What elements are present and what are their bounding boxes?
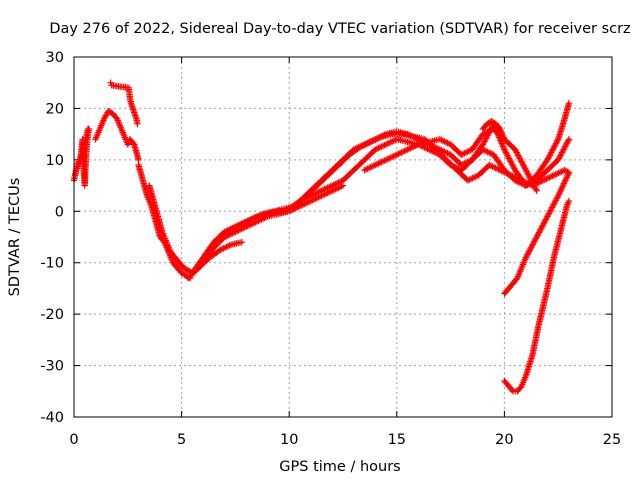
x-tick-label: 0 [69,432,78,448]
series-high-segment [361,125,540,194]
x-tick-label: 20 [495,432,513,448]
series-descent [135,161,194,282]
data-point-marker [554,194,561,201]
data-point-marker [339,182,347,189]
data-point-marker [533,187,540,194]
series-lower-branch [184,238,246,282]
data-point-marker [501,136,508,143]
y-tick-label: 0 [55,204,64,220]
series-late-peak [479,118,508,143]
y-tick-label: -30 [40,359,64,375]
data-point-marker [498,140,506,147]
chart-title: Day 276 of 2022, Sidereal Day-to-day VTE… [49,21,630,37]
data-point-marker [508,386,516,394]
x-tick-label: 10 [280,432,298,448]
y-tick-label: 20 [46,101,64,117]
data-points [70,79,573,395]
data-point-marker [84,125,92,133]
series-drop-a [501,169,573,297]
y-tick-label: 30 [46,50,64,66]
x-axis-label: GPS time / hours [279,459,400,475]
y-tick-label: -20 [40,307,64,323]
data-point-marker [565,197,573,205]
data-point-marker [532,186,540,193]
data-point-marker [499,143,507,150]
data-point-marker [134,120,141,128]
data-point-marker [238,238,246,246]
data-point-marker [565,136,573,143]
data-point-marker [565,169,573,176]
series-hump [92,107,142,164]
x-tick-label: 5 [177,432,186,448]
data-point-marker [500,144,507,152]
series-mid-segment [275,182,347,218]
y-tick-label: -40 [40,410,64,426]
plot-frame [73,56,613,418]
x-axis-ticks: 0 5 10 15 20 25 [69,57,621,448]
series-late-rise [522,100,573,189]
grid [74,57,612,417]
y-axis-label: SDTVAR / TECUs [7,178,23,297]
y-tick-label: -10 [40,256,64,272]
data-point-marker [564,137,572,144]
data-point-marker [499,141,506,149]
series-spikes-a [107,79,141,128]
data-point-marker [129,139,137,147]
y-axis-ticks: 30 20 10 0 -10 -20 -30 -40 [40,50,612,426]
data-point-marker [565,100,573,107]
series-descent-b [146,182,196,277]
series-early-dense [71,125,92,179]
y-tick-label: 10 [46,153,64,169]
x-tick-label: 25 [603,432,621,448]
series-drop-b [501,197,573,395]
x-tick-label: 15 [388,432,406,448]
data-point-marker [554,137,561,144]
